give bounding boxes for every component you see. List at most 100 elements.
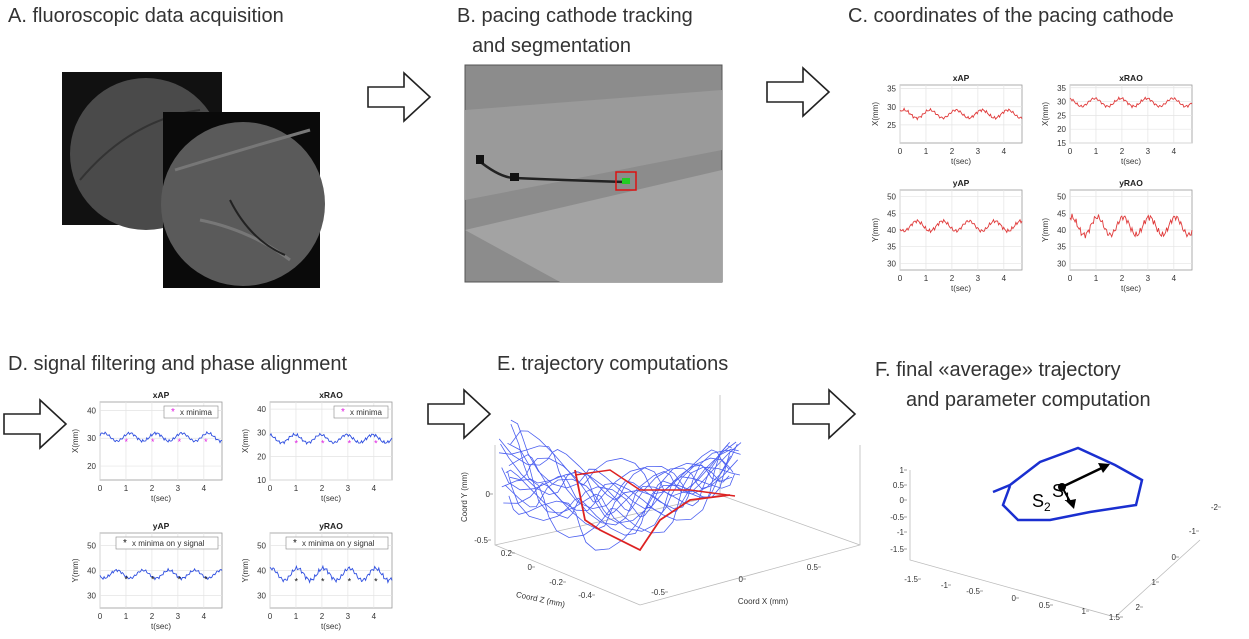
y-tick-label: 40 xyxy=(87,406,96,415)
panel-title: C. coordinates of the pacing cathode xyxy=(848,5,1174,27)
y-tick-label: 30 xyxy=(1057,259,1066,268)
y-tick-label: 50 xyxy=(887,193,896,202)
figure: A. fluoroscopic data acquisition B. paci… xyxy=(0,0,1249,639)
y-tick-label: 30 xyxy=(1057,98,1066,107)
y-axis-label: Y(mm) xyxy=(1041,218,1050,242)
y-tick-label: 35 xyxy=(887,85,896,94)
x-tick-label: 1 xyxy=(924,274,929,283)
trajectory xyxy=(501,444,738,511)
plot-title: yAP xyxy=(153,521,170,531)
tick-label: 0.5 xyxy=(893,481,905,490)
x-tick-label: 4 xyxy=(1172,274,1177,283)
y-axis-label: Y(mm) xyxy=(71,558,80,582)
average-trajectory xyxy=(910,448,1200,617)
y-tick-label: 45 xyxy=(1057,209,1066,218)
y-tick-label: 30 xyxy=(887,103,896,112)
tick-label: -0.5 xyxy=(474,536,488,545)
x-tick-label: 4 xyxy=(202,484,207,493)
legend-marker: * xyxy=(123,538,127,549)
tick-label: 1 xyxy=(1082,607,1087,616)
minima-marker: * xyxy=(151,574,155,584)
plot-title: xRAO xyxy=(319,390,343,400)
subscript: 1 xyxy=(1064,490,1071,504)
y-tick-label: 20 xyxy=(257,452,266,461)
minima-marker: * xyxy=(348,439,352,449)
panel-title: B. pacing cathode tracking xyxy=(457,5,693,27)
tick-label: 0 xyxy=(739,575,744,584)
x-tick-label: 4 xyxy=(372,612,377,621)
x-tick-label: 2 xyxy=(320,484,325,493)
x-tick-label: 1 xyxy=(124,484,129,493)
tick-label: 0.2 xyxy=(501,549,513,558)
x-tick-label: 3 xyxy=(346,484,351,493)
tick-label: 2 xyxy=(1136,603,1141,612)
x-axis-label: t(sec) xyxy=(151,622,171,631)
tick-label: -0.2 xyxy=(549,578,563,587)
tick-label: 0 xyxy=(1012,594,1017,603)
tick-label: -0.5 xyxy=(966,587,980,596)
x-tick-label: 1 xyxy=(1094,274,1099,283)
subscript: 2 xyxy=(1044,500,1051,514)
x-tick-label: 0 xyxy=(1068,274,1073,283)
axis-label: Coord Z (mm) xyxy=(515,590,566,609)
y-axis-label: Y(mm) xyxy=(241,558,250,582)
tick-label: -1.5 xyxy=(890,545,904,554)
y-tick-label: 40 xyxy=(257,567,266,576)
x-tick-label: 2 xyxy=(1120,274,1125,283)
tick-label: 0 xyxy=(486,490,491,499)
panel-title: A. fluoroscopic data acquisition xyxy=(8,5,284,27)
minima-marker: * xyxy=(321,576,325,586)
fluoro-images xyxy=(62,72,325,288)
tick-label: 1 xyxy=(900,466,905,475)
y-tick-label: 50 xyxy=(87,542,96,551)
y-axis-label: X(mm) xyxy=(71,429,80,453)
tick-label: 0 xyxy=(900,496,905,505)
minima-marker: * xyxy=(125,574,129,584)
x-tick-label: 3 xyxy=(976,274,981,283)
minima-marker: * xyxy=(374,576,378,586)
x-tick-label: 0 xyxy=(898,147,903,156)
y-tick-label: 25 xyxy=(887,121,896,130)
y-axis-label: X(mm) xyxy=(241,429,250,453)
minima-marker: * xyxy=(204,574,208,584)
legend-label: x minima xyxy=(350,408,383,417)
y-tick-label: 20 xyxy=(1057,125,1066,134)
tick-label: 0 xyxy=(528,563,533,572)
y-tick-label: 35 xyxy=(1057,243,1066,252)
trajectory xyxy=(508,456,731,535)
x-tick-label: 0 xyxy=(898,274,903,283)
x-tick-label: 0 xyxy=(1068,147,1073,156)
tick-label: -1 xyxy=(941,581,949,590)
x-axis-label: t(sec) xyxy=(1121,284,1141,293)
y-tick-label: 15 xyxy=(1057,139,1066,148)
x-tick-label: 2 xyxy=(950,147,955,156)
x-tick-label: 4 xyxy=(202,612,207,621)
x-tick-label: 3 xyxy=(346,612,351,621)
minima-marker: * xyxy=(204,437,208,447)
axes-box xyxy=(495,395,860,605)
tick-label: -1 xyxy=(1189,527,1197,536)
tracking-image xyxy=(465,65,722,282)
y-tick-label: 30 xyxy=(87,592,96,601)
y-tick-label: 35 xyxy=(1057,84,1066,93)
minima-marker: * xyxy=(295,439,299,449)
tick-label: -0.5 xyxy=(651,588,665,597)
y-tick-label: 40 xyxy=(1057,226,1066,235)
panel-title: F. final «average» trajectory xyxy=(875,359,1121,381)
legend-label: x minima on y signal xyxy=(302,539,375,548)
panel-title: D. signal filtering and phase alignment xyxy=(8,353,348,375)
legend-marker: * xyxy=(341,407,345,418)
axis-label: Coord Y (mm) xyxy=(460,472,469,522)
vector-label: S2 xyxy=(1032,491,1051,514)
x-tick-label: 1 xyxy=(294,612,299,621)
x-tick-label: 1 xyxy=(124,612,129,621)
x-axis-label: t(sec) xyxy=(321,622,341,631)
symbol: S xyxy=(1052,481,1064,501)
plot-title: yAP xyxy=(953,178,970,188)
x-tick-label: 0 xyxy=(268,484,273,493)
minima-marker: * xyxy=(374,439,378,449)
legend-label: x minima on y signal xyxy=(132,539,205,548)
minima-marker: * xyxy=(348,576,352,586)
x-tick-label: 3 xyxy=(976,147,981,156)
minima-marker: * xyxy=(151,437,155,447)
